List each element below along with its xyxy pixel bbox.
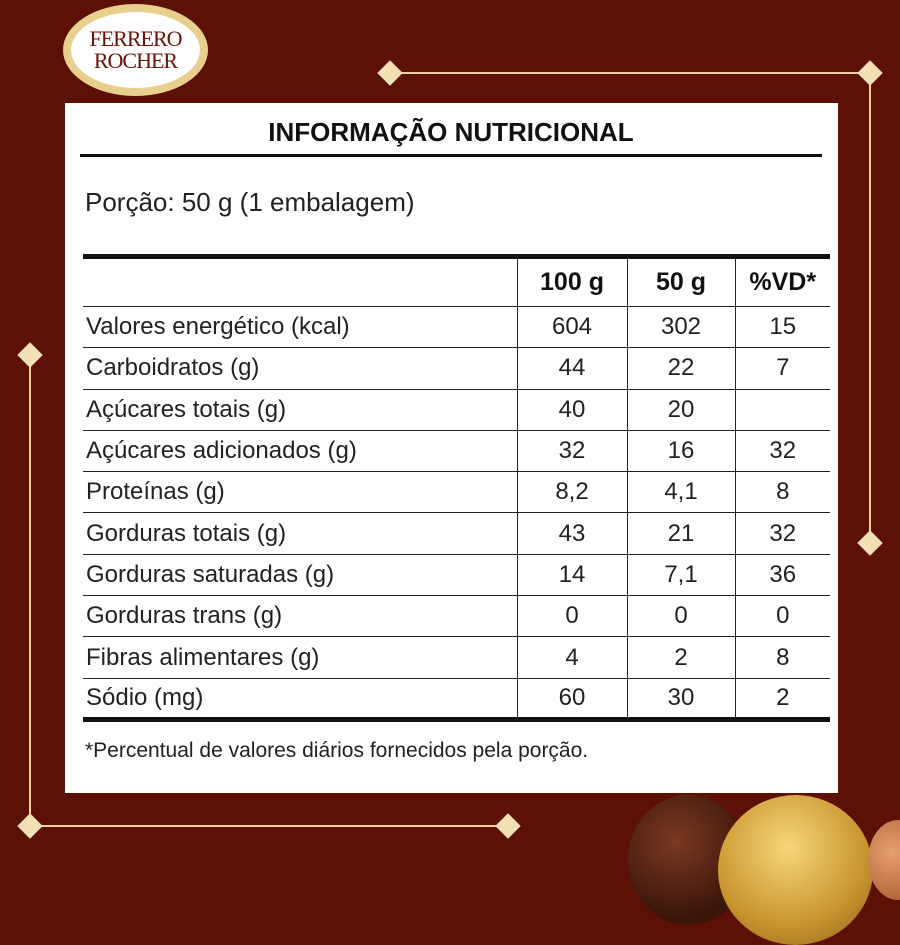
diamond-ornament xyxy=(857,530,883,556)
nutrient-label: Gorduras trans (g) xyxy=(83,595,517,638)
nutrient-label: Açúcares adicionados (g) xyxy=(83,430,517,473)
value-100g: 4 xyxy=(516,636,627,679)
header-blank xyxy=(83,256,517,307)
value-vd: 15 xyxy=(734,306,830,349)
nutrition-table: 100 g 50 g %VD* Valores energético (kcal… xyxy=(83,254,830,722)
diamond-ornament xyxy=(495,813,521,839)
nutrition-card: INFORMAÇÃO NUTRICIONAL Porção: 50 g (1 e… xyxy=(65,103,838,793)
table-row: Gorduras trans (g) 0 0 0 xyxy=(83,595,830,638)
page-title: INFORMAÇÃO NUTRICIONAL xyxy=(80,117,822,157)
footnote: *Percentual de valores diários fornecido… xyxy=(85,739,589,762)
frame-line-top xyxy=(390,72,870,74)
value-100g: 60 xyxy=(516,678,627,720)
value-50g: 302 xyxy=(626,306,735,349)
table-row: Sódio (mg) 60 30 2 xyxy=(83,678,830,720)
portion-size: Porção: 50 g (1 embalagem) xyxy=(85,187,415,217)
nutrient-label: Gorduras totais (g) xyxy=(83,512,517,555)
value-50g: 7,1 xyxy=(626,554,735,597)
value-vd: 8 xyxy=(734,471,830,514)
frame-line-right xyxy=(869,73,871,543)
gold-wrapped-chocolate-image xyxy=(718,795,873,945)
nutrient-label: Açúcares totais (g) xyxy=(83,389,517,431)
table-row: Açúcares totais (g) 40 20 xyxy=(83,389,830,431)
value-vd: 7 xyxy=(734,347,830,390)
value-50g: 20 xyxy=(626,389,735,431)
value-50g: 22 xyxy=(626,347,735,390)
value-50g: 16 xyxy=(626,430,735,473)
nutrient-label: Fibras alimentares (g) xyxy=(83,636,517,679)
value-vd: 2 xyxy=(734,678,830,720)
frame-line-bottom xyxy=(30,825,508,827)
logo-text: ROCHER xyxy=(93,48,178,73)
header-vd: %VD* xyxy=(734,256,830,307)
nutrient-label: Gorduras saturadas (g) xyxy=(83,554,517,597)
value-vd: 0 xyxy=(734,595,830,638)
nutrient-label: Valores energético (kcal) xyxy=(83,306,517,349)
value-50g: 30 xyxy=(626,678,735,720)
value-100g: 43 xyxy=(516,512,627,555)
table-row: Gorduras totais (g) 43 21 32 xyxy=(83,512,830,555)
value-vd xyxy=(734,389,830,431)
diamond-ornament xyxy=(17,813,43,839)
value-100g: 32 xyxy=(516,430,627,473)
value-vd: 32 xyxy=(734,430,830,473)
header-50g: 50 g xyxy=(626,256,735,307)
value-50g: 0 xyxy=(626,595,735,638)
table-header-row: 100 g 50 g %VD* xyxy=(83,256,830,307)
value-100g: 8,2 xyxy=(516,471,627,514)
value-100g: 14 xyxy=(516,554,627,597)
value-100g: 604 xyxy=(516,306,627,349)
value-50g: 4,1 xyxy=(626,471,735,514)
frame-line-left xyxy=(29,355,31,826)
value-100g: 44 xyxy=(516,347,627,390)
diamond-ornament xyxy=(17,342,43,368)
table-row: Fibras alimentares (g) 4 2 8 xyxy=(83,636,830,679)
table-row: Valores energético (kcal) 604 302 15 xyxy=(83,306,830,349)
nutrient-label: Proteínas (g) xyxy=(83,471,517,514)
nutrient-label: Sódio (mg) xyxy=(83,678,517,720)
value-50g: 21 xyxy=(626,512,735,555)
value-100g: 40 xyxy=(516,389,627,431)
diamond-ornament xyxy=(857,60,883,86)
hazelnut-image xyxy=(868,820,900,900)
value-vd: 8 xyxy=(734,636,830,679)
header-100g: 100 g xyxy=(516,256,627,307)
diamond-ornament xyxy=(377,60,403,86)
value-100g: 0 xyxy=(516,595,627,638)
nutrient-label: Carboidratos (g) xyxy=(83,347,517,390)
brand-logo: FERRERO ROCHER xyxy=(63,4,208,96)
table-row: Carboidratos (g) 44 22 7 xyxy=(83,347,830,390)
table-row: Gorduras saturadas (g) 14 7,1 36 xyxy=(83,554,830,597)
value-vd: 36 xyxy=(734,554,830,597)
table-row: Açúcares adicionados (g) 32 16 32 xyxy=(83,430,830,473)
value-50g: 2 xyxy=(626,636,735,679)
value-vd: 32 xyxy=(734,512,830,555)
table-row: Proteínas (g) 8,2 4,1 8 xyxy=(83,471,830,514)
logo-text: FERRERO xyxy=(89,26,182,51)
